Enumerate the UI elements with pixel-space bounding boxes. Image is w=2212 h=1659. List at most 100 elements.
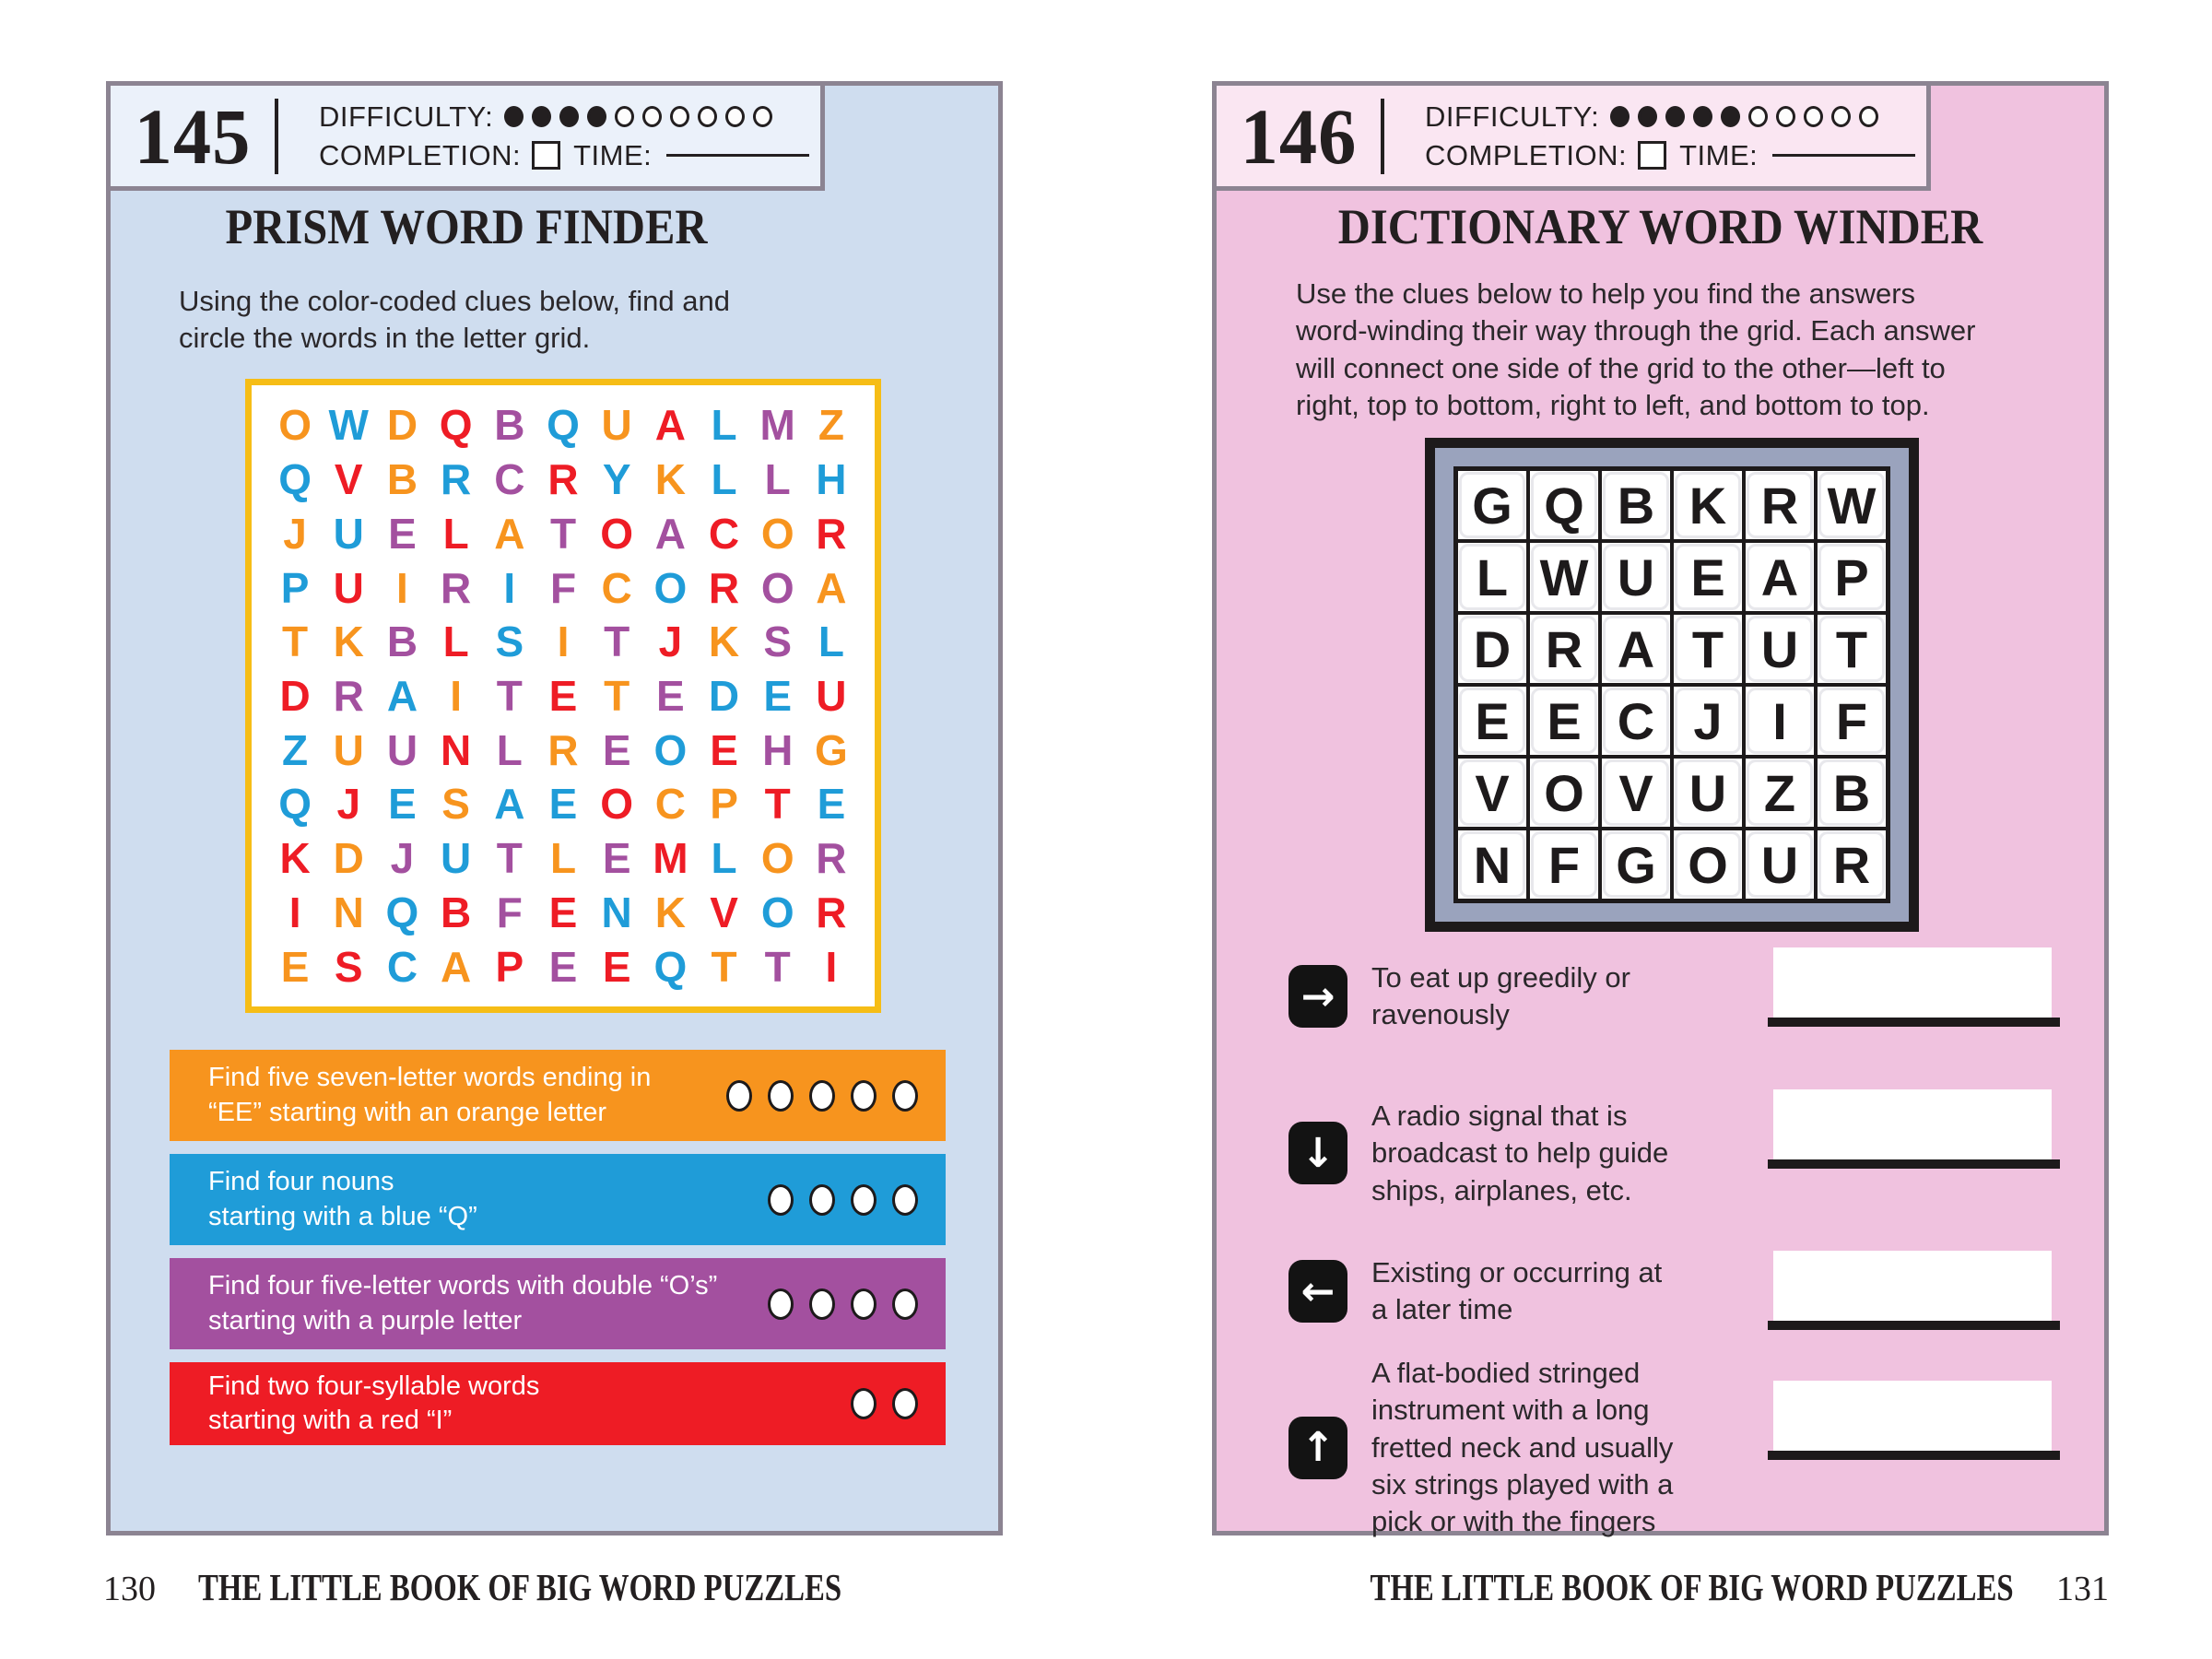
grid-letter[interactable]: E: [388, 780, 417, 829]
answer-circle[interactable]: [892, 1079, 918, 1112]
grid-tile[interactable]: G: [1602, 830, 1670, 899]
grid-letter[interactable]: R: [441, 563, 472, 612]
grid-letter[interactable]: I: [396, 563, 408, 612]
grid-tile[interactable]: B: [1602, 471, 1670, 539]
time-blank[interactable]: [666, 154, 810, 157]
grid-letter[interactable]: A: [654, 401, 686, 450]
grid-letter[interactable]: C: [386, 942, 418, 991]
grid-letter[interactable]: N: [333, 888, 364, 936]
answer-circle[interactable]: [768, 1288, 794, 1320]
grid-tile[interactable]: F: [1530, 830, 1598, 899]
grid-letter[interactable]: L: [818, 618, 844, 666]
grid-letter[interactable]: P: [495, 942, 524, 991]
grid-letter[interactable]: S: [441, 780, 470, 829]
grid-letter[interactable]: A: [494, 509, 525, 558]
grid-tile[interactable]: O: [1674, 830, 1742, 899]
grid-tile[interactable]: P: [1818, 543, 1886, 611]
grid-tile[interactable]: W: [1818, 471, 1886, 539]
grid-letter[interactable]: E: [388, 509, 417, 558]
grid-letter[interactable]: M: [653, 834, 688, 883]
grid-tile[interactable]: E: [1530, 687, 1598, 755]
grid-letter[interactable]: K: [708, 618, 740, 666]
grid-letter[interactable]: E: [548, 888, 578, 936]
answer-circle[interactable]: [892, 1388, 918, 1419]
grid-letter[interactable]: E: [817, 780, 846, 829]
grid-letter[interactable]: W: [328, 401, 369, 450]
grid-letter[interactable]: T: [496, 671, 523, 720]
answer-circle[interactable]: [851, 1388, 877, 1419]
grid-letter[interactable]: R: [333, 671, 364, 720]
grid-letter[interactable]: T: [764, 942, 791, 991]
grid-letter[interactable]: E: [548, 671, 578, 720]
grid-letter[interactable]: T: [711, 942, 737, 991]
answer-blank[interactable]: [1768, 1251, 2060, 1330]
grid-letter[interactable]: R: [547, 725, 579, 774]
grid-tile[interactable]: Q: [1530, 471, 1598, 539]
grid-letter[interactable]: E: [710, 725, 738, 774]
grid-letter[interactable]: V: [334, 455, 363, 504]
grid-letter[interactable]: E: [280, 942, 310, 991]
grid-tile[interactable]: R: [1530, 615, 1598, 683]
grid-letter[interactable]: S: [334, 942, 363, 991]
grid-letter[interactable]: I: [288, 888, 301, 936]
grid-letter[interactable]: O: [600, 509, 634, 558]
grid-letter[interactable]: H: [762, 725, 794, 774]
grid-letter[interactable]: K: [279, 834, 311, 883]
grid-letter[interactable]: S: [495, 618, 524, 666]
grid-letter[interactable]: O: [760, 563, 794, 612]
grid-letter[interactable]: E: [548, 780, 578, 829]
grid-letter[interactable]: B: [494, 401, 525, 450]
grid-letter[interactable]: C: [494, 455, 525, 504]
grid-tile[interactable]: R: [1818, 830, 1886, 899]
answer-circle[interactable]: [809, 1183, 835, 1216]
grid-letter[interactable]: L: [711, 834, 737, 883]
grid-tile[interactable]: U: [1602, 543, 1670, 611]
grid-letter[interactable]: R: [547, 455, 579, 504]
grid-tile[interactable]: V: [1458, 759, 1526, 827]
grid-letter[interactable]: O: [760, 888, 794, 936]
grid-letter[interactable]: I: [503, 563, 516, 612]
grid-letter[interactable]: G: [815, 725, 848, 774]
grid-tile[interactable]: W: [1530, 543, 1598, 611]
grid-letter[interactable]: E: [763, 671, 793, 720]
grid-letter[interactable]: C: [601, 563, 632, 612]
grid-letter[interactable]: T: [549, 509, 577, 558]
grid-letter[interactable]: U: [386, 725, 418, 774]
grid-letter[interactable]: J: [283, 509, 307, 558]
grid-letter[interactable]: J: [336, 780, 361, 829]
grid-letter[interactable]: K: [333, 618, 364, 666]
grid-letter[interactable]: O: [653, 725, 688, 774]
grid-letter[interactable]: L: [711, 401, 737, 450]
grid-letter[interactable]: J: [390, 834, 415, 883]
grid-letter[interactable]: B: [441, 888, 472, 936]
answer-circle[interactable]: [892, 1183, 918, 1216]
grid-tile[interactable]: D: [1458, 615, 1526, 683]
grid-letter[interactable]: Q: [653, 942, 688, 991]
grid-letter[interactable]: L: [764, 455, 791, 504]
grid-letter[interactable]: L: [549, 834, 577, 883]
answer-blank[interactable]: [1768, 1381, 2060, 1460]
grid-letter[interactable]: H: [816, 455, 847, 504]
completion-checkbox[interactable]: [1638, 141, 1667, 170]
grid-letter[interactable]: E: [602, 942, 631, 991]
grid-letter[interactable]: F: [549, 563, 577, 612]
grid-letter[interactable]: T: [496, 834, 523, 883]
grid-tile[interactable]: U: [1674, 759, 1742, 827]
grid-tile[interactable]: Z: [1746, 759, 1814, 827]
grid-letter[interactable]: L: [442, 618, 469, 666]
grid-tile[interactable]: N: [1458, 830, 1526, 899]
grid-letter[interactable]: A: [441, 942, 472, 991]
grid-letter[interactable]: U: [441, 834, 472, 883]
grid-letter[interactable]: F: [496, 888, 523, 936]
grid-letter[interactable]: I: [450, 671, 463, 720]
grid-letter[interactable]: M: [759, 401, 795, 450]
answer-blank[interactable]: [1768, 947, 2060, 1027]
grid-tile[interactable]: E: [1674, 543, 1742, 611]
grid-letter[interactable]: Q: [385, 888, 419, 936]
grid-letter[interactable]: B: [386, 455, 418, 504]
grid-letter[interactable]: O: [653, 563, 688, 612]
grid-letter[interactable]: T: [604, 618, 630, 666]
grid-letter[interactable]: P: [280, 563, 310, 612]
grid-letter[interactable]: A: [386, 671, 418, 720]
grid-letter[interactable]: N: [441, 725, 472, 774]
